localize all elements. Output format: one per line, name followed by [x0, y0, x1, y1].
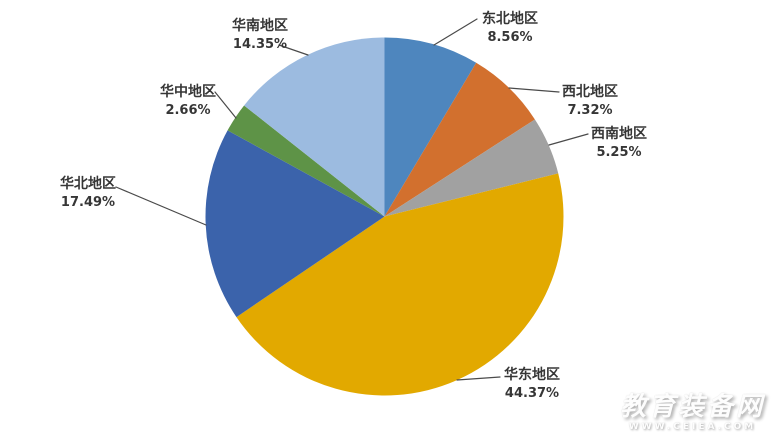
slice-label-name: 华北地区: [60, 176, 116, 192]
pie-slice-6: [244, 37, 385, 217]
pie-slice-3: [236, 173, 564, 396]
slice-label-name: 东北地区: [482, 11, 538, 27]
slice-label-name: 华中地区: [160, 84, 216, 100]
slice-label-name: 西南地区: [591, 126, 647, 142]
pie-slice-0: [384, 37, 477, 217]
pie-slice-4: [205, 130, 385, 318]
slice-label-north: 华北地区 17.49%: [33, 175, 143, 212]
leader-line-east: [456, 376, 501, 381]
pie-slice-1: [384, 62, 535, 217]
slice-label-pct: 44.37%: [504, 386, 560, 401]
slice-label-pct: 8.56%: [487, 30, 533, 45]
pie-slice-2: [384, 119, 559, 217]
leader-lines: [115, 18, 589, 381]
slice-label-pct: 14.35%: [232, 37, 288, 52]
slice-label-southwest: 西南地区 5.25%: [564, 125, 674, 162]
slice-label-pct: 17.49%: [60, 195, 116, 210]
slice-label-east: 华东地区 44.37%: [477, 366, 587, 403]
watermark-site-url: WWW.CEIEA.COM: [628, 422, 757, 432]
slice-label-name: 华东地区: [504, 367, 560, 383]
pie-slice-5: [227, 105, 385, 217]
slice-label-south: 华南地区 14.35%: [205, 17, 315, 54]
slice-label-northeast: 东北地区 8.56%: [455, 10, 565, 47]
leader-line-northwest: [508, 87, 560, 93]
leader-line-south: [278, 44, 309, 56]
slice-label-central: 华中地区 2.66%: [133, 83, 243, 120]
slice-label-pct: 2.66%: [165, 103, 211, 118]
slice-label-pct: 7.32%: [567, 103, 613, 118]
leader-line-central: [214, 91, 237, 119]
leader-line-north: [115, 186, 207, 226]
slice-label-name: 西北地区: [562, 84, 618, 100]
watermark: 教育装备网 WWW.CEIEA.COM: [620, 393, 765, 432]
slice-label-name: 华南地区: [232, 18, 288, 34]
watermark-site-name: 教育装备网: [619, 392, 765, 422]
leader-line-northeast: [433, 18, 478, 46]
slice-label-northwest: 西北地区 7.32%: [535, 83, 645, 120]
slice-label-pct: 5.25%: [596, 145, 642, 160]
leader-line-southwest: [548, 133, 589, 146]
